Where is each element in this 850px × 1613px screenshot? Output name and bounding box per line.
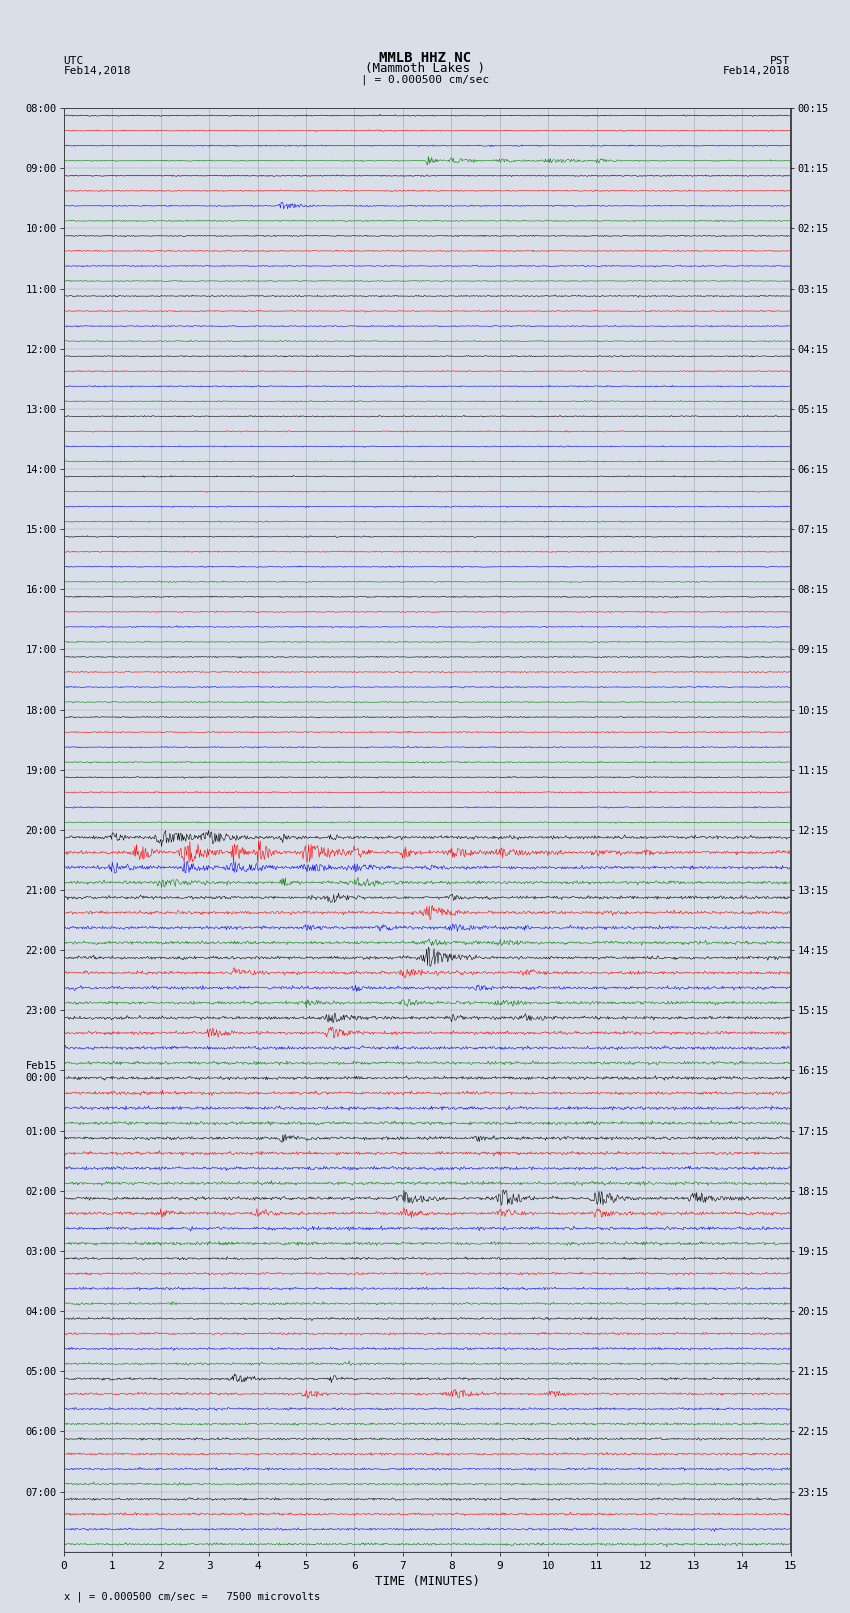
X-axis label: TIME (MINUTES): TIME (MINUTES) bbox=[375, 1574, 479, 1587]
Text: | = 0.000500 cm/sec: | = 0.000500 cm/sec bbox=[361, 74, 489, 84]
Text: x | = 0.000500 cm/sec =   7500 microvolts: x | = 0.000500 cm/sec = 7500 microvolts bbox=[64, 1592, 320, 1602]
Text: PST: PST bbox=[770, 56, 790, 66]
Text: Feb14,2018: Feb14,2018 bbox=[723, 66, 791, 76]
Text: (Mammoth Lakes ): (Mammoth Lakes ) bbox=[365, 61, 485, 76]
Text: MMLB HHZ NC: MMLB HHZ NC bbox=[379, 52, 471, 65]
Text: UTC: UTC bbox=[64, 56, 84, 66]
Text: Feb14,2018: Feb14,2018 bbox=[64, 66, 131, 76]
